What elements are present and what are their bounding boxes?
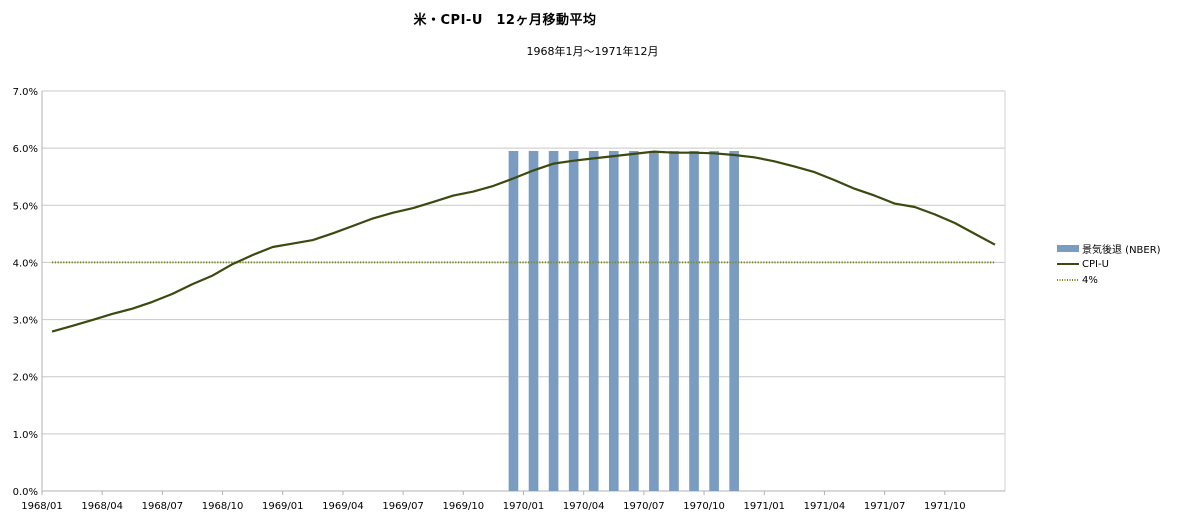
gridlines [41,90,1006,492]
legend-item-recession: 景気後退 (NBER) [1057,240,1161,256]
chart-title: 米・CPI-U 12ヶ月移動平均 [413,13,597,28]
x-tick-label: 1971/10 [924,501,966,512]
x-tick-label: 1971/07 [864,501,906,512]
recession-bar [608,151,619,491]
legend-label-cpi: CPI-U [1082,258,1109,270]
y-tick-label: 4.0% [13,258,38,269]
series-lines [51,150,996,333]
legend: 景気後退 (NBER) CPI-U 4% [1057,240,1161,288]
legend-label-4pct: 4% [1082,274,1098,286]
x-axis: 1968/01 1968/04 1968/07 1968/10 1969/01 1969/… [21,491,966,512]
y-tick-label: 2.0% [13,373,38,384]
recession-bar [649,151,659,491]
legend-label-recession: 景気後退 (NBER) [1082,244,1161,256]
y-tick-label: 6.0% [13,144,38,155]
x-tick-label: 1968/01 [21,501,63,512]
recession-bar [729,151,739,491]
recession-bar [689,151,699,491]
y-tick-label: 5.0% [13,201,38,212]
recession-bar [508,151,519,491]
cpi-u-line [51,150,996,333]
x-tick-label: 1968/04 [81,501,123,512]
x-tick-label: 1970/04 [563,501,605,512]
legend-swatch-4pct [1057,279,1079,281]
x-tick-label: 1971/01 [743,501,785,512]
recession-bar [709,151,719,491]
legend-item-4pct: 4% [1057,272,1161,288]
chart-subtitle: 1968年1月～1971年12月 [526,45,659,58]
recession-bar [548,151,559,491]
y-axis: 0.0% 1.0% 2.0% 3.0% 4.0% 5.0% 6.0% 7.0% [13,87,38,498]
y-tick-label: 7.0% [13,87,38,98]
recession-bar [568,151,579,491]
y-tick-label: 1.0% [13,430,38,441]
y-tick-label: 3.0% [13,316,38,327]
x-tick-label: 1970/07 [623,501,665,512]
x-tick-label: 1971/04 [804,501,846,512]
x-tick-label: 1968/10 [202,501,244,512]
recession-bar [669,151,679,491]
x-tick-label: 1969/01 [262,501,304,512]
recession-bar [629,151,639,491]
recession-bar [528,151,539,491]
recession-bars [508,151,739,491]
x-tick-label: 1969/04 [322,501,364,512]
legend-swatch-bar [1057,245,1079,252]
legend-item-cpi: CPI-U [1057,256,1161,272]
x-tick-label: 1970/10 [683,501,725,512]
x-tick-label: 1968/07 [142,501,184,512]
y-tick-label: 0.0% [13,487,38,498]
x-tick-label: 1969/10 [443,501,485,512]
legend-swatch-cpi [1057,263,1079,265]
recession-bar [588,151,599,491]
x-tick-label: 1970/01 [503,501,545,512]
x-tick-label: 1969/07 [382,501,424,512]
